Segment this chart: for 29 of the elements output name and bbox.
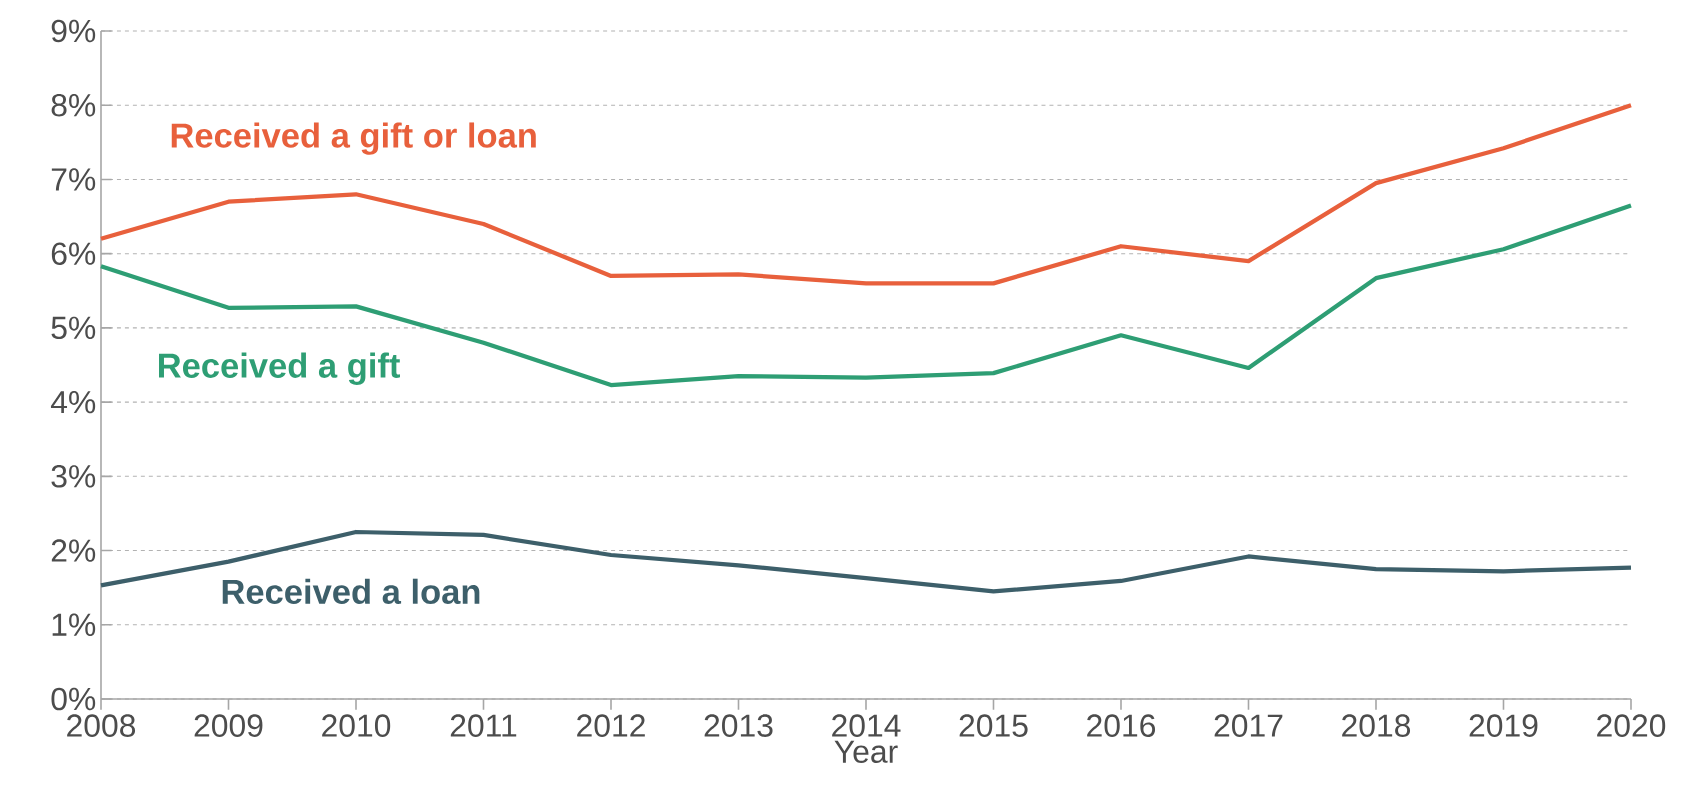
x-tick-label: 2013	[704, 714, 773, 737]
x-tick-label: 2015	[959, 714, 1028, 737]
series-label: Received a gift	[159, 352, 400, 385]
x-tick-label: 2009	[194, 714, 263, 737]
y-tick-label: 3%	[51, 465, 96, 488]
y-tick-label: 8%	[51, 93, 96, 117]
y-tick-label: 5%	[51, 316, 96, 340]
x-tick-label: 2010	[322, 714, 391, 737]
x-tick-label: 2019	[1469, 714, 1538, 737]
y-tick-label: 6%	[51, 242, 96, 265]
x-tick-label: 2017	[1214, 714, 1283, 737]
x-tick-label: 2018	[1342, 714, 1411, 737]
x-tick-label: 2012	[577, 714, 645, 737]
x-tick-label: 2016	[1087, 714, 1156, 737]
x-tick-label: 2011	[450, 714, 517, 737]
y-tick-label: 2%	[51, 539, 96, 562]
x-tick-label: 2020	[1597, 714, 1666, 737]
line-series	[98, 103, 1634, 286]
y-tick-label: 0%	[51, 687, 96, 711]
series-label: Received a gift or loan	[171, 122, 536, 155]
x-tick-label: 2014	[832, 714, 901, 737]
line-series	[98, 203, 1634, 388]
x-axis-title: Year	[834, 740, 898, 763]
x-tick-label: 2008	[67, 714, 136, 737]
y-tick-label: 4%	[50, 390, 96, 414]
y-tick-label: 7%	[51, 168, 96, 191]
y-tick-label: 9%	[51, 19, 96, 43]
series-label: Received a loan	[222, 578, 480, 605]
y-tick-label: 1%	[52, 613, 96, 636]
